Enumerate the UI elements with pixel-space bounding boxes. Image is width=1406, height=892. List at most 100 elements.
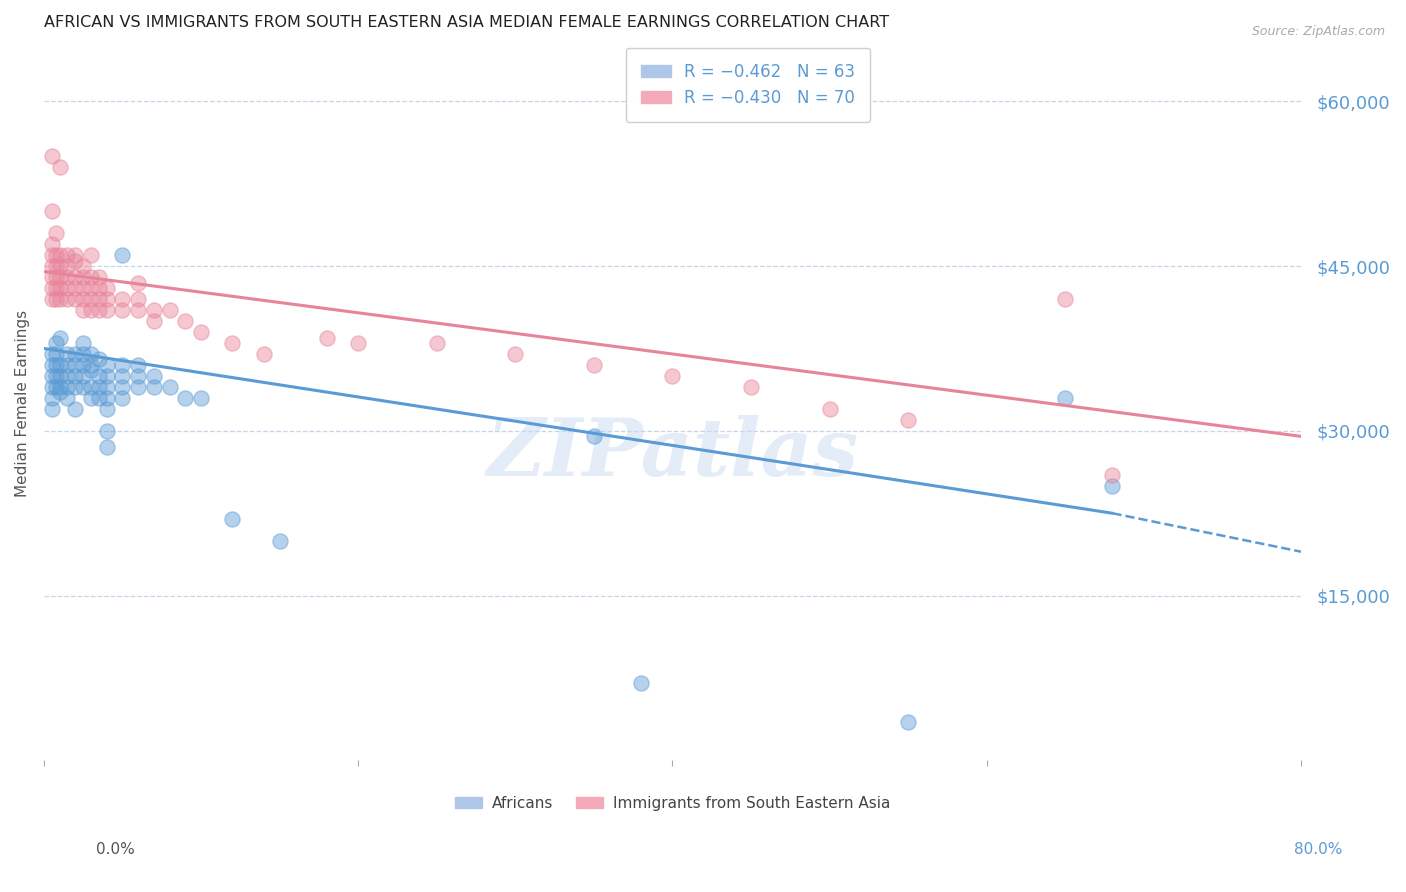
Point bbox=[48, 385, 70, 400]
Point bbox=[127, 303, 149, 318]
Point bbox=[48, 380, 70, 394]
Point bbox=[253, 347, 276, 361]
Point bbox=[174, 314, 197, 328]
Point bbox=[56, 368, 79, 383]
Point bbox=[45, 347, 67, 361]
Point bbox=[41, 292, 63, 306]
Point bbox=[72, 303, 94, 318]
Point bbox=[72, 259, 94, 273]
Point bbox=[65, 401, 87, 416]
Point bbox=[96, 303, 118, 318]
Point bbox=[174, 391, 197, 405]
Point bbox=[41, 270, 63, 285]
Point bbox=[315, 330, 337, 344]
Point bbox=[96, 281, 118, 295]
Legend: Africans, Immigrants from South Eastern Asia: Africans, Immigrants from South Eastern … bbox=[449, 789, 896, 817]
Point bbox=[56, 259, 79, 273]
Point bbox=[96, 401, 118, 416]
Point bbox=[111, 248, 134, 262]
Point bbox=[582, 429, 605, 443]
Point bbox=[127, 358, 149, 372]
Point bbox=[1101, 479, 1123, 493]
Point bbox=[1054, 292, 1077, 306]
Point bbox=[111, 391, 134, 405]
Point bbox=[72, 347, 94, 361]
Text: ZIPatlas: ZIPatlas bbox=[486, 415, 859, 492]
Point bbox=[142, 380, 165, 394]
Point bbox=[41, 204, 63, 219]
Point bbox=[87, 368, 110, 383]
Point bbox=[87, 270, 110, 285]
Point bbox=[87, 352, 110, 367]
Point bbox=[87, 292, 110, 306]
Point bbox=[72, 270, 94, 285]
Point bbox=[72, 380, 94, 394]
Point bbox=[48, 330, 70, 344]
Point bbox=[65, 253, 87, 268]
Point bbox=[65, 292, 87, 306]
Point bbox=[41, 368, 63, 383]
Point bbox=[45, 292, 67, 306]
Point bbox=[72, 281, 94, 295]
Point bbox=[505, 347, 527, 361]
Text: Source: ZipAtlas.com: Source: ZipAtlas.com bbox=[1251, 25, 1385, 38]
Point bbox=[56, 347, 79, 361]
Point bbox=[72, 336, 94, 351]
Point bbox=[41, 401, 63, 416]
Text: AFRICAN VS IMMIGRANTS FROM SOUTH EASTERN ASIA MEDIAN FEMALE EARNINGS CORRELATION: AFRICAN VS IMMIGRANTS FROM SOUTH EASTERN… bbox=[44, 15, 889, 30]
Point bbox=[818, 401, 841, 416]
Point bbox=[72, 292, 94, 306]
Point bbox=[80, 380, 103, 394]
Point bbox=[45, 259, 67, 273]
Point bbox=[142, 314, 165, 328]
Point bbox=[65, 347, 87, 361]
Point bbox=[897, 714, 920, 729]
Point bbox=[897, 413, 920, 427]
Point bbox=[41, 149, 63, 163]
Point bbox=[1101, 467, 1123, 482]
Point bbox=[96, 358, 118, 372]
Point bbox=[111, 303, 134, 318]
Point bbox=[159, 380, 181, 394]
Point bbox=[41, 281, 63, 295]
Point bbox=[56, 358, 79, 372]
Point bbox=[48, 281, 70, 295]
Point bbox=[65, 380, 87, 394]
Point bbox=[80, 358, 103, 372]
Point bbox=[80, 248, 103, 262]
Point bbox=[65, 248, 87, 262]
Point bbox=[87, 391, 110, 405]
Point bbox=[80, 281, 103, 295]
Point bbox=[48, 270, 70, 285]
Point bbox=[190, 325, 212, 339]
Point bbox=[661, 368, 683, 383]
Point bbox=[65, 281, 87, 295]
Point bbox=[48, 368, 70, 383]
Point bbox=[41, 347, 63, 361]
Point bbox=[48, 358, 70, 372]
Point bbox=[48, 292, 70, 306]
Text: 80.0%: 80.0% bbox=[1295, 842, 1343, 856]
Point bbox=[87, 380, 110, 394]
Point bbox=[269, 533, 291, 548]
Point bbox=[80, 363, 103, 377]
Point bbox=[111, 292, 134, 306]
Point bbox=[56, 292, 79, 306]
Point bbox=[56, 380, 79, 394]
Point bbox=[45, 368, 67, 383]
Point bbox=[142, 368, 165, 383]
Point bbox=[45, 270, 67, 285]
Point bbox=[630, 676, 652, 690]
Point bbox=[96, 380, 118, 394]
Point bbox=[45, 380, 67, 394]
Point bbox=[87, 303, 110, 318]
Point bbox=[65, 368, 87, 383]
Point bbox=[190, 391, 212, 405]
Point bbox=[41, 358, 63, 372]
Point bbox=[45, 336, 67, 351]
Point bbox=[41, 237, 63, 252]
Point bbox=[96, 424, 118, 438]
Point bbox=[111, 358, 134, 372]
Point bbox=[56, 270, 79, 285]
Point bbox=[127, 276, 149, 290]
